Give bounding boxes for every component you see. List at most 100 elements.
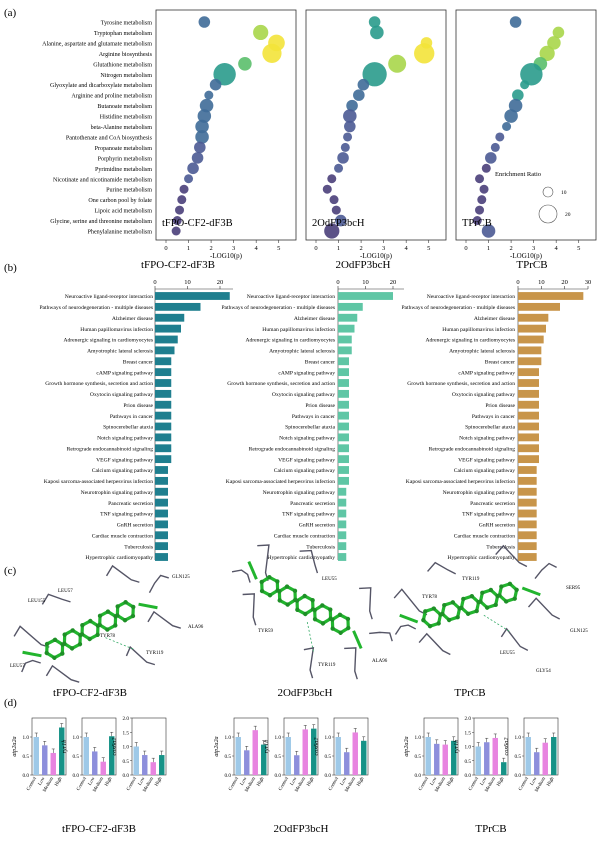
x-tick-label: 3 (232, 245, 235, 252)
enrichment-bar (155, 411, 172, 420)
ligand-atom (440, 611, 445, 617)
pathway-label: Spinocerebellar ataxia (465, 425, 515, 431)
ligand-atom (275, 579, 280, 584)
ligand-atom (62, 641, 67, 646)
ligand-atom (95, 632, 100, 637)
x-tick-label: 4 (555, 245, 559, 252)
panel-letter: (c) (4, 565, 17, 577)
bubble-point (187, 162, 199, 175)
ligand-atom (474, 608, 479, 614)
residue-label: TYR78 (100, 634, 116, 639)
pathway-label: Breast cancer (485, 359, 515, 365)
residue-label: LEU55 (500, 651, 515, 656)
ligand-atom (461, 596, 466, 602)
ligand-atom (122, 618, 128, 623)
bubble-plot-frame (155, 9, 297, 241)
residue-stick (148, 574, 169, 594)
gene-label: ryr1b (453, 740, 460, 754)
pathway-label: Cardiac muscle contraction (274, 533, 335, 539)
bubble-point (414, 43, 435, 64)
expression-bar (425, 737, 431, 775)
expression-bar (100, 761, 106, 775)
pathway-label: Breast cancer (305, 359, 335, 365)
bubble-point (184, 174, 194, 184)
category-label: Low (480, 776, 489, 787)
enrichment-bar (155, 302, 201, 311)
enrichment-bar (518, 357, 542, 366)
pathway-label: VEGF signaling pathway (96, 457, 153, 463)
category-label: Control (468, 776, 480, 792)
bubble-point (337, 152, 349, 164)
ligand-atom (131, 604, 136, 610)
x-tick-label: 10 (184, 279, 191, 286)
enrichment-bar (338, 498, 347, 507)
pathway-label: Nitrogen metabolism (100, 73, 152, 79)
y-tick-label: 0.5 (275, 754, 282, 760)
pathway-label: Tuberculosis (124, 544, 153, 550)
ligand-atom (459, 605, 464, 610)
bubble-point (172, 216, 182, 226)
plot-frame (523, 717, 559, 776)
expression-bar (109, 736, 115, 775)
residue-stick (13, 625, 50, 648)
bubble-point (472, 216, 482, 226)
ligand-atom (469, 593, 475, 599)
enrichment-bar (518, 302, 560, 311)
category-label: Control (228, 776, 240, 792)
pathway-label: Pancreatic secretion (108, 501, 153, 507)
category-label: Low (340, 776, 349, 787)
enrichment-bar (155, 531, 168, 540)
enrichment-bar (518, 335, 544, 344)
pathway-label: Butanoate metabolism (97, 104, 152, 110)
enrichment-bar (155, 520, 168, 529)
enrichment-bar (518, 520, 537, 529)
pathway-label: Pathways of neurodegeneration - multiple… (401, 304, 515, 311)
expression-bar (434, 743, 440, 775)
y-tick-label: 1.5 (123, 730, 130, 736)
bubble-point (340, 142, 350, 152)
ligand-bond (521, 586, 541, 597)
pathway-label: One carbon pool by folate (88, 197, 152, 204)
ligand-atom (97, 613, 103, 619)
expression-bar (501, 762, 507, 775)
bubble-point (509, 16, 522, 28)
enrichment-bar (338, 422, 349, 431)
expression-bar (261, 744, 267, 775)
x-tick-label: 5 (577, 245, 580, 252)
x-tick-label: 5 (427, 245, 430, 252)
expression-bar (551, 737, 557, 775)
y-tick-label: 1.0 (123, 745, 130, 751)
y-tick-label: 1.0 (73, 735, 80, 741)
ligand-atom (295, 607, 300, 612)
residue-label: TYR119 (146, 651, 164, 656)
expression-bar (352, 732, 358, 775)
x-tick-label: 4 (255, 245, 259, 252)
x-tick-label: 0 (516, 279, 519, 286)
enrichment-bar (338, 433, 349, 442)
ligand-atom (320, 621, 326, 626)
ligand-atom (88, 618, 93, 624)
pathway-label: Notch signaling pathway (459, 436, 515, 442)
ligand-atom (312, 616, 318, 622)
ligand-atom (277, 589, 282, 594)
ligand-atom (62, 632, 67, 637)
y-tick-label: 0.5 (225, 754, 232, 760)
residue-stick (45, 664, 80, 683)
y-tick-label: 0.5 (123, 759, 130, 765)
expression-bar (294, 755, 300, 775)
enrichment-bar (155, 346, 175, 355)
ligand-atom (80, 623, 85, 628)
residue-label: ALA96 (372, 659, 388, 664)
y-tick-label: 1.0 (515, 735, 522, 741)
category-label: Low (88, 776, 97, 787)
compound-label: TPrCB (462, 218, 492, 229)
pathway-label: Porphyrin metabolism (98, 156, 153, 162)
expression-bar (475, 746, 481, 775)
bubble-point (475, 205, 485, 215)
enrichment-bar (518, 553, 537, 561)
expression-bar (525, 737, 531, 775)
ligand-atom (294, 598, 300, 603)
category-label: Control (26, 776, 38, 792)
residue-stick (125, 645, 156, 666)
enrichment-bar (338, 313, 358, 322)
